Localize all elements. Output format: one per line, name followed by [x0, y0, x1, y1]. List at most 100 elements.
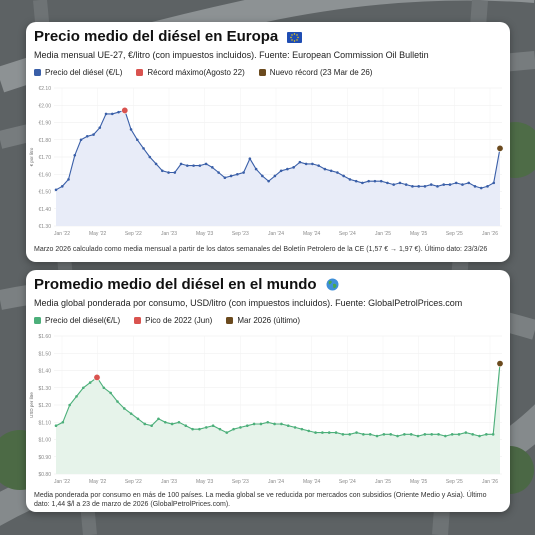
highlight-point [93, 373, 101, 381]
legend-item: Récord máximo(Agosto 22) [136, 68, 245, 77]
data-point [348, 178, 352, 181]
data-point [386, 181, 389, 185]
legend-swatch [34, 69, 41, 76]
highlight-point [121, 106, 129, 114]
y-tick-label: €2.00 [38, 103, 51, 109]
data-point [409, 433, 413, 436]
x-tick-label: Sep '24 [339, 231, 356, 237]
data-point [311, 162, 314, 166]
data-point [416, 434, 420, 438]
legend-swatch [258, 69, 266, 76]
series-area [56, 110, 500, 226]
data-point [198, 164, 202, 167]
data-point [286, 424, 290, 427]
y-tick-label: $1.00 [38, 438, 51, 444]
data-point [471, 433, 474, 436]
data-point [267, 179, 270, 183]
data-point [321, 431, 324, 434]
data-point [334, 431, 338, 434]
x-tick-label: May '23 [196, 231, 214, 237]
data-point [150, 424, 153, 427]
data-point [293, 426, 297, 429]
legend-item: Precio del diésel(€/L) [34, 316, 120, 325]
data-point [368, 433, 372, 436]
data-point [342, 174, 345, 178]
data-point [411, 185, 414, 188]
card-subtitle: Media global ponderada por consumo, USD/… [34, 298, 463, 308]
data-point [117, 110, 120, 114]
y-tick-label: $0.90 [38, 455, 51, 461]
data-point [177, 420, 181, 424]
y-tick-label: $0.80 [38, 472, 51, 478]
data-point [450, 433, 454, 436]
data-point [239, 426, 242, 429]
legend-swatch [226, 317, 234, 324]
highlight-point [496, 360, 504, 368]
data-point [444, 434, 447, 438]
data-point [396, 434, 399, 438]
data-point [245, 424, 249, 427]
data-point [88, 381, 92, 384]
y-tick-label: €1.40 [38, 207, 51, 213]
x-tick-label: Jan '23 [161, 479, 177, 485]
data-point [109, 391, 112, 395]
data-point [280, 422, 283, 426]
x-tick-label: Jan '22 [54, 231, 70, 237]
data-point [457, 433, 461, 436]
data-point [232, 427, 235, 431]
data-point [392, 183, 395, 186]
series-area [56, 363, 500, 474]
data-point [261, 174, 264, 178]
data-point [492, 181, 496, 185]
data-point [217, 171, 220, 174]
data-point [167, 171, 170, 174]
data-point [248, 157, 252, 161]
data-point [85, 135, 89, 138]
data-point [68, 403, 71, 407]
data-point [379, 179, 383, 183]
data-point [157, 417, 160, 421]
y-tick-label: €1.90 [38, 121, 51, 127]
data-point [485, 433, 488, 436]
x-tick-label: Sep '22 [125, 231, 142, 237]
data-point [204, 426, 208, 429]
data-point [110, 112, 114, 116]
x-tick-label: May '23 [196, 479, 214, 485]
x-tick-label: Sep '25 [446, 231, 463, 237]
data-point [327, 431, 331, 434]
data-point [98, 126, 102, 129]
data-point [314, 431, 317, 434]
data-point [102, 386, 106, 390]
chart-legend: Precio del diésel (€/L) Récord máximo(Ag… [34, 68, 502, 77]
data-point [211, 424, 215, 427]
data-point [304, 162, 308, 166]
data-point [60, 185, 64, 188]
data-point [361, 181, 364, 185]
y-tick-label: $1.10 [38, 420, 51, 426]
y-tick-label: €1.70 [38, 155, 51, 161]
legend-item: Mar 2026 (último) [226, 316, 300, 325]
chart-footnote: Media ponderada por consumo en más de 10… [34, 492, 487, 508]
data-point [464, 431, 468, 434]
card-title: Precio medio del diésel en Europa [34, 28, 279, 45]
y-axis-label: USD per litre [29, 392, 34, 418]
data-point [129, 412, 133, 415]
data-point [236, 172, 239, 176]
data-point [184, 424, 188, 427]
data-point [307, 429, 311, 433]
data-point [348, 433, 352, 436]
x-tick-label: Sep '24 [339, 479, 356, 485]
data-point [398, 181, 402, 185]
data-point [423, 433, 427, 436]
data-point [142, 147, 145, 150]
data-point [163, 420, 167, 424]
data-point [92, 133, 95, 136]
eu-flag-icon [287, 32, 303, 43]
y-tick-label: $1.30 [38, 386, 51, 392]
data-point [225, 431, 229, 434]
data-point [170, 422, 174, 426]
card-title: Promedio medio del diésel en el mundo [34, 276, 317, 293]
x-tick-label: Sep '22 [125, 479, 142, 485]
data-point [242, 171, 245, 174]
y-tick-label: €2.10 [38, 86, 51, 92]
